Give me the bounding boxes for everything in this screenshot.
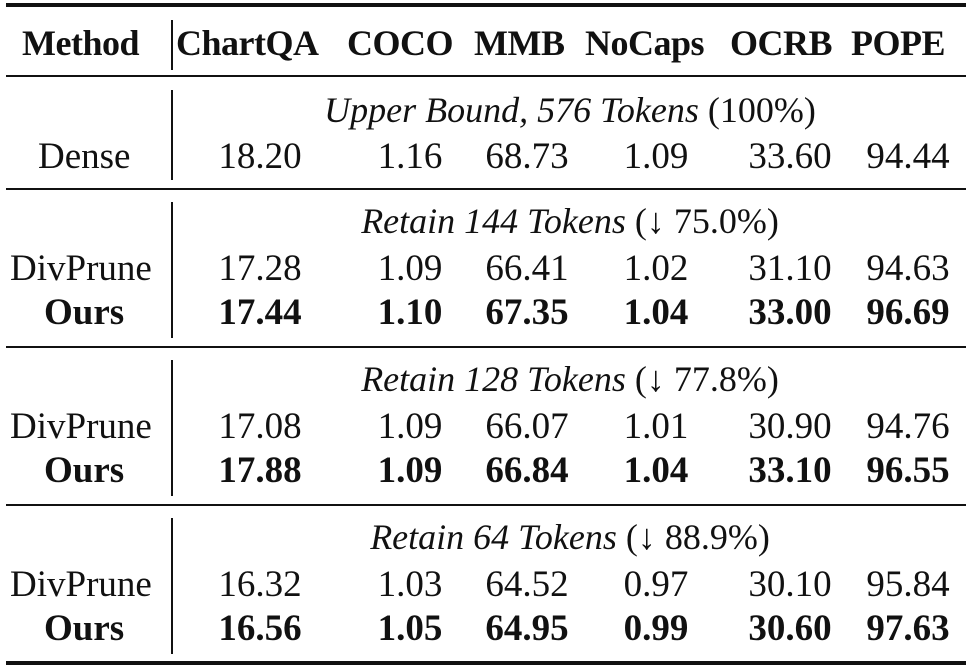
cell-coco: 1.09 — [377, 450, 443, 491]
cell-ocrb: 31.10 — [748, 248, 832, 289]
group-title-ratio: (↓ 88.9%) — [625, 517, 770, 557]
cell-coco: 1.16 — [377, 136, 443, 177]
cell-ocrb: 30.10 — [748, 564, 832, 605]
group-title: Upper Bound, 576 Tokens (100%) — [174, 92, 966, 128]
cell-pope: 97.63 — [866, 608, 950, 649]
top-rule — [6, 3, 966, 7]
group-title-label: Upper Bound, 576 Tokens — [324, 90, 699, 130]
cell-mmb: 64.52 — [485, 564, 569, 605]
cell-pope: 96.55 — [866, 450, 950, 491]
cell-coco: 1.03 — [377, 564, 443, 605]
cell-mmb: 67.35 — [485, 292, 569, 333]
group-title-label: Retain 64 Tokens — [370, 517, 617, 557]
cell-pope: 94.76 — [866, 406, 950, 447]
header-rule — [6, 75, 966, 77]
cell-mmb: 66.41 — [485, 248, 569, 289]
row-method: Ours — [44, 292, 125, 333]
group-rule-1 — [6, 188, 966, 190]
group-rule-2 — [6, 346, 966, 348]
cell-coco: 1.10 — [377, 292, 443, 333]
header-col-ocrb: OCRB — [730, 23, 833, 63]
group-title: Retain 128 Tokens (↓ 77.8%) — [174, 361, 966, 397]
cell-chartqa: 17.28 — [218, 248, 302, 289]
row-method: DivPrune — [10, 564, 152, 605]
cell-chartqa: 16.56 — [218, 608, 302, 649]
group-title: Retain 64 Tokens (↓ 88.9%) — [174, 519, 966, 555]
group-title: Retain 144 Tokens (↓ 75.0%) — [174, 203, 966, 239]
cell-coco: 1.09 — [377, 406, 443, 447]
cell-coco: 1.09 — [377, 248, 443, 289]
cell-coco: 1.05 — [377, 608, 443, 649]
row-method: DivPrune — [10, 248, 152, 289]
cell-ocrb: 30.90 — [748, 406, 832, 447]
header-col-coco: COCO — [347, 23, 454, 63]
group-separator-2 — [171, 360, 173, 496]
row-method: Ours — [44, 450, 125, 491]
header-col-chartqa: ChartQA — [176, 23, 319, 63]
group-title-ratio: (100%) — [707, 90, 816, 130]
header-col-mmb: MMB — [474, 23, 565, 63]
cell-ocrb: 30.60 — [748, 608, 832, 649]
group-title-ratio: (↓ 77.8%) — [634, 359, 779, 399]
cell-pope: 94.63 — [866, 248, 950, 289]
group-separator-3 — [171, 518, 173, 654]
cell-nocaps: 1.09 — [623, 136, 689, 177]
cell-mmb: 64.95 — [485, 608, 569, 649]
cell-chartqa: 18.20 — [218, 136, 302, 177]
cell-nocaps: 1.02 — [623, 248, 689, 289]
group-separator-1 — [171, 202, 173, 338]
cell-chartqa: 17.08 — [218, 406, 302, 447]
cell-mmb: 66.84 — [485, 450, 569, 491]
header-col-pope: POPE — [851, 23, 946, 63]
cell-ocrb: 33.60 — [748, 136, 832, 177]
group-title-label: Retain 128 Tokens — [361, 359, 626, 399]
group-title-label: Retain 144 Tokens — [361, 201, 626, 241]
cell-chartqa: 16.32 — [218, 564, 302, 605]
cell-chartqa: 17.88 — [218, 450, 302, 491]
row-method: DivPrune — [10, 406, 152, 447]
cell-mmb: 66.07 — [485, 406, 569, 447]
cell-pope: 96.69 — [866, 292, 950, 333]
cell-nocaps: 1.01 — [623, 406, 689, 447]
cell-ocrb: 33.10 — [748, 450, 832, 491]
header-separator — [171, 20, 173, 70]
cell-nocaps: 1.04 — [623, 450, 689, 491]
cell-pope: 95.84 — [866, 564, 950, 605]
row-method: Ours — [44, 608, 125, 649]
cell-pope: 94.44 — [866, 136, 950, 177]
group-separator-0 — [171, 90, 173, 180]
cell-nocaps: 0.97 — [623, 564, 689, 605]
cell-nocaps: 0.99 — [623, 608, 689, 649]
header-method: Method — [22, 23, 140, 63]
row-method: Dense — [38, 136, 131, 177]
group-rule-3 — [6, 504, 966, 506]
cell-mmb: 68.73 — [485, 136, 569, 177]
cell-nocaps: 1.04 — [623, 292, 689, 333]
bottom-rule — [6, 661, 966, 665]
cell-chartqa: 17.44 — [218, 292, 302, 333]
cell-ocrb: 33.00 — [748, 292, 832, 333]
header-col-nocaps: NoCaps — [585, 23, 705, 63]
group-title-ratio: (↓ 75.0%) — [634, 201, 779, 241]
